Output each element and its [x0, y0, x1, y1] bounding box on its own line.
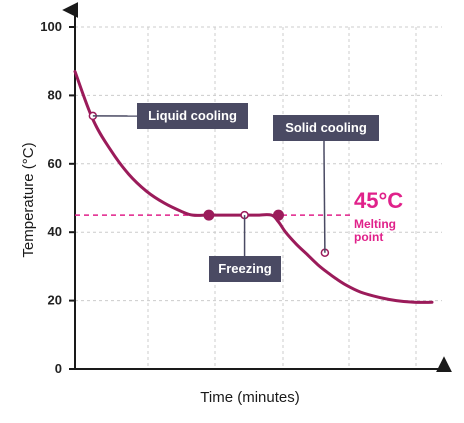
- y-tick-label: 40: [48, 224, 62, 239]
- callout-text: Liquid cooling: [148, 108, 237, 123]
- y-tick-label: 0: [55, 361, 62, 376]
- callout-box: [273, 115, 379, 141]
- cooling-curve-line: [73, 70, 434, 304]
- annotations: Liquid cooling Freezing Solid cooling: [92, 103, 379, 282]
- y-axis-label: Temperature (°C): [20, 142, 37, 257]
- melting-point-label: point: [354, 230, 383, 244]
- callout-text: Freezing: [218, 261, 272, 276]
- callout-text: Solid cooling: [285, 120, 367, 135]
- melting-point-label: Melting: [354, 217, 396, 231]
- axes: 0 20 40 60 80 100: [40, 2, 452, 376]
- melting-point-value: 45°C: [354, 188, 403, 213]
- callout-solid-cooling: Solid cooling: [273, 115, 379, 253]
- callout-box: [137, 103, 248, 129]
- y-tick-label: 60: [48, 156, 62, 171]
- x-axis-label: Time (minutes): [200, 389, 299, 406]
- curve-point-filled: [272, 209, 284, 221]
- callout-box: [209, 256, 281, 282]
- grid: [75, 26, 442, 369]
- y-tick-label: 20: [48, 293, 62, 308]
- leader-line: [323, 149, 326, 253]
- cooling-curve: [73, 70, 434, 304]
- y-tick-label: 100: [40, 19, 62, 34]
- callout-freezing: Freezing: [209, 215, 281, 282]
- callout-liquid-cooling: Liquid cooling: [92, 103, 248, 129]
- y-tick-label: 80: [48, 87, 62, 102]
- curve-point-filled: [203, 209, 215, 221]
